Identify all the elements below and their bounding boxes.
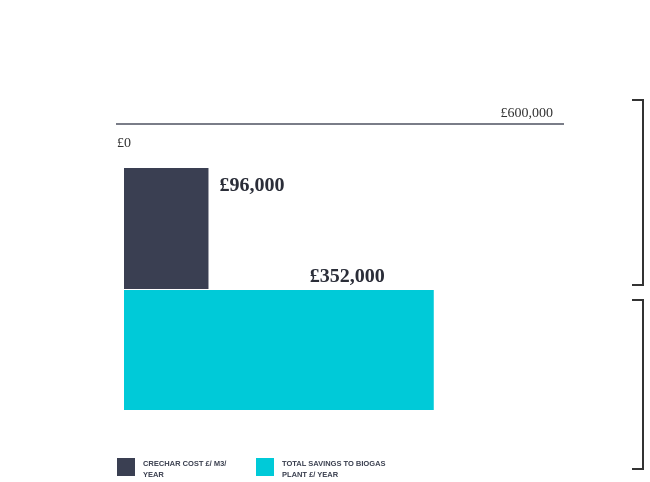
legend-label-crechar: CRECHAR COST £/ m3/ year bbox=[143, 459, 227, 479]
data-label-crechar-cost: £96,000 bbox=[219, 174, 284, 196]
axis-start-label: £0 bbox=[117, 136, 131, 151]
axis-end-label: £600,000 bbox=[501, 106, 554, 121]
data-label-total-savings: £352,000 bbox=[310, 265, 385, 287]
bars-group: £96,000 £352,000 bbox=[124, 168, 434, 410]
legend-swatch-savings bbox=[256, 458, 274, 476]
legend-item-savings: TOTAL SAVINGS TO BIOGAS PLANT £/ year bbox=[256, 458, 385, 480]
legend-item-crechar: CRECHAR COST £/ m3/ year bbox=[117, 458, 226, 480]
bracket-top bbox=[632, 99, 644, 286]
bar-crechar-cost bbox=[124, 168, 209, 289]
legend-label-savings: TOTAL SAVINGS TO BIOGAS PLANT £/ year bbox=[282, 459, 386, 479]
bracket-bottom bbox=[632, 299, 644, 470]
legend-swatch-crechar bbox=[117, 458, 135, 476]
bar-total-savings bbox=[124, 290, 434, 410]
